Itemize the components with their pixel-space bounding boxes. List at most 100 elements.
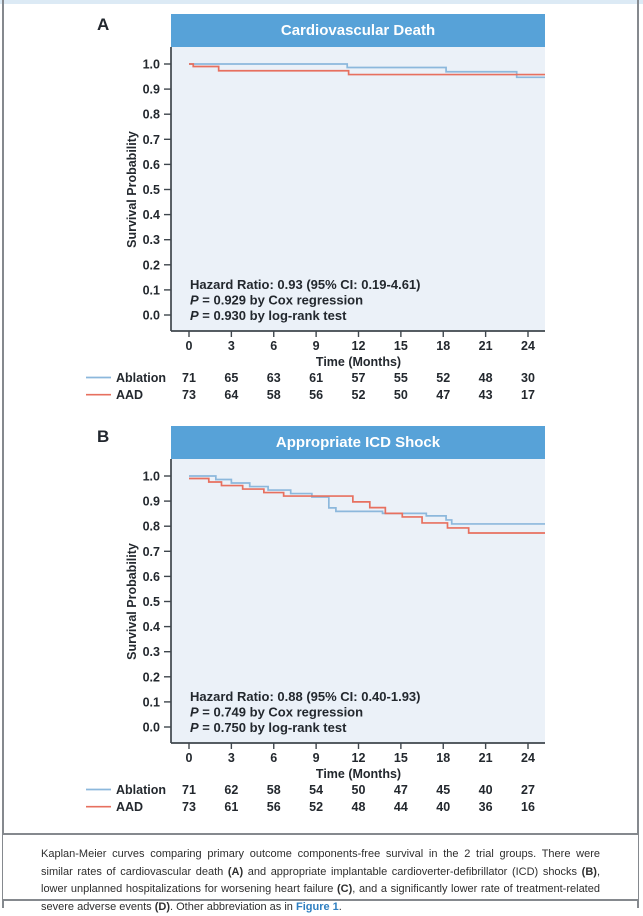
risk-count: 52 [309,800,323,814]
y-tick-label: 0.0 [143,721,160,735]
x-tick-label: 15 [394,751,408,765]
panel-a: A Cardiovascular Death 1.0 0.9 0.8 0.7 0.6 0.… [0,14,643,414]
hazard-annotation-line: P = 0.929 by Cox regression [190,293,363,308]
hazard-annotation-line: P = 0.930 by log-rank test [190,308,347,323]
hazard-annotation-line: P = 0.749 by Cox regression [190,705,363,720]
x-tick-label: 12 [352,339,366,353]
figure-caption: Kaplan-Meier curves comparing primary ou… [3,835,638,916]
y-tick-label: 0.7 [143,545,160,559]
y-tick-label: 1.0 [143,470,160,484]
x-tick-label: 9 [313,751,320,765]
x-tick-label: 9 [313,339,320,353]
y-axis-title: Survival Probability [125,543,139,660]
caption-bold-ref: (D) [154,900,171,913]
y-tick-label: 0.7 [143,133,160,147]
figure-left-border [2,0,4,908]
y-tick-label: 0.8 [143,108,160,122]
x-tick-label: 18 [436,339,450,353]
risk-count: 45 [436,783,450,797]
figure-1-link[interactable]: Figure 1 [295,900,339,913]
risk-count: 50 [352,783,366,797]
risk-count: 71 [182,783,196,797]
risk-count: 48 [479,371,493,385]
risk-count: 71 [182,371,196,385]
y-tick-label: 0.3 [143,645,160,659]
x-axis-title: Time (Months) [316,767,401,781]
risk-count: 52 [352,388,366,402]
x-tick-label: 24 [521,339,535,353]
caption-bold-ref: (B) [581,865,597,878]
risk-count: 40 [479,783,493,797]
survival-curve-aad [189,477,545,534]
risk-count: 40 [436,800,450,814]
x-axis-title: Time (Months) [316,355,401,369]
risk-count: 48 [352,800,366,814]
risk-count: 43 [479,388,493,402]
hazard-annotation-line: Hazard Ratio: 0.88 (95% CI: 0.40-1.93) [190,689,420,704]
caption-text-segment: Kaplan-Meier curves comparing primary ou… [41,848,600,878]
risk-count: 47 [394,783,408,797]
risk-count: 61 [224,800,238,814]
risk-count: 52 [436,371,450,385]
y-tick-label: 0.4 [143,208,160,222]
plot-area [171,459,545,743]
y-tick-label: 0.4 [143,620,160,634]
y-tick-label: 0.3 [143,233,160,247]
risk-count: 65 [224,371,238,385]
survival-curve-aad [189,63,545,76]
y-tick-label: 0.6 [143,158,160,172]
survival-curve-ablation [189,63,545,79]
hazard-annotation-line: Hazard Ratio: 0.93 (95% CI: 0.19-4.61) [190,277,420,292]
y-tick-label: 1.0 [143,58,160,72]
x-tick-label: 21 [479,339,493,353]
survival-curve-ablation [189,475,545,525]
x-tick-label: 15 [394,339,408,353]
x-tick-label: 0 [186,751,193,765]
page-top-strip [0,0,643,4]
y-tick-label: 0.2 [143,258,160,272]
risk-count: 58 [267,388,281,402]
figure-right-border [637,0,639,908]
y-tick-label: 0.0 [143,309,160,323]
panel-b-title-bar: Appropriate ICD Shock [171,426,545,459]
y-tick-label: 0.5 [143,183,160,197]
caption-text-segment: . [338,900,342,913]
y-tick-label: 0.6 [143,570,160,584]
x-tick-label: 3 [228,751,235,765]
x-tick-label: 3 [228,339,235,353]
x-tick-label: 12 [352,751,366,765]
x-tick-label: 18 [436,751,450,765]
risk-count: 62 [224,783,238,797]
panel-a-chart: 1.0 0.9 0.8 0.7 0.6 0.5 0.4 0.3 0.2 0.1 0.0 0 3 6 9 12 1… [86,47,545,402]
legend-label-aad: AAD [116,800,143,814]
risk-count: 50 [394,388,408,402]
caption-bold-ref: (C) [337,883,353,895]
x-tick-label: 0 [186,339,193,353]
risk-count: 73 [182,388,196,402]
caption-text-segment: . Other abbreviation as in [170,900,296,913]
y-tick-label: 0.9 [143,83,160,97]
risk-count: 63 [267,371,281,385]
caption-text-segment: and appropriate implantable cardioverter… [243,865,582,878]
x-tick-label: 21 [479,751,493,765]
legend-label-ablation: Ablation [116,371,166,385]
risk-count: 64 [224,388,238,402]
panel-b-chart: 1.00.90.80.70.60.50.40.30.20.10.00 3 6 9 12 1… [86,459,545,814]
y-tick-label: 0.1 [143,283,160,297]
panel-b: B Appropriate ICD Shock 1.0 0.9 0.8 0.7 0.6 0… [0,426,643,826]
caption-text-segment: , lower unplanned hospitalizations for w… [41,865,600,896]
risk-count: 58 [267,783,281,797]
risk-count: 61 [309,371,323,385]
hazard-annotation-line: P = 0.750 by log-rank test [190,720,347,735]
legend-label-ablation: Ablation [116,783,166,797]
panel-a-title-bar: Cardiovascular Death [171,14,545,47]
risk-count: 36 [479,800,493,814]
risk-count: 56 [309,388,323,402]
panel-b-label: B [97,427,110,446]
figure-caption-box: Kaplan-Meier curves comparing primary ou… [3,833,638,913]
x-tick-label: 6 [270,751,277,765]
y-axis-title: Survival Probability [125,131,139,248]
plot-area [171,47,545,331]
risk-count: 56 [267,800,281,814]
y-tick-label: 0.2 [143,670,160,684]
